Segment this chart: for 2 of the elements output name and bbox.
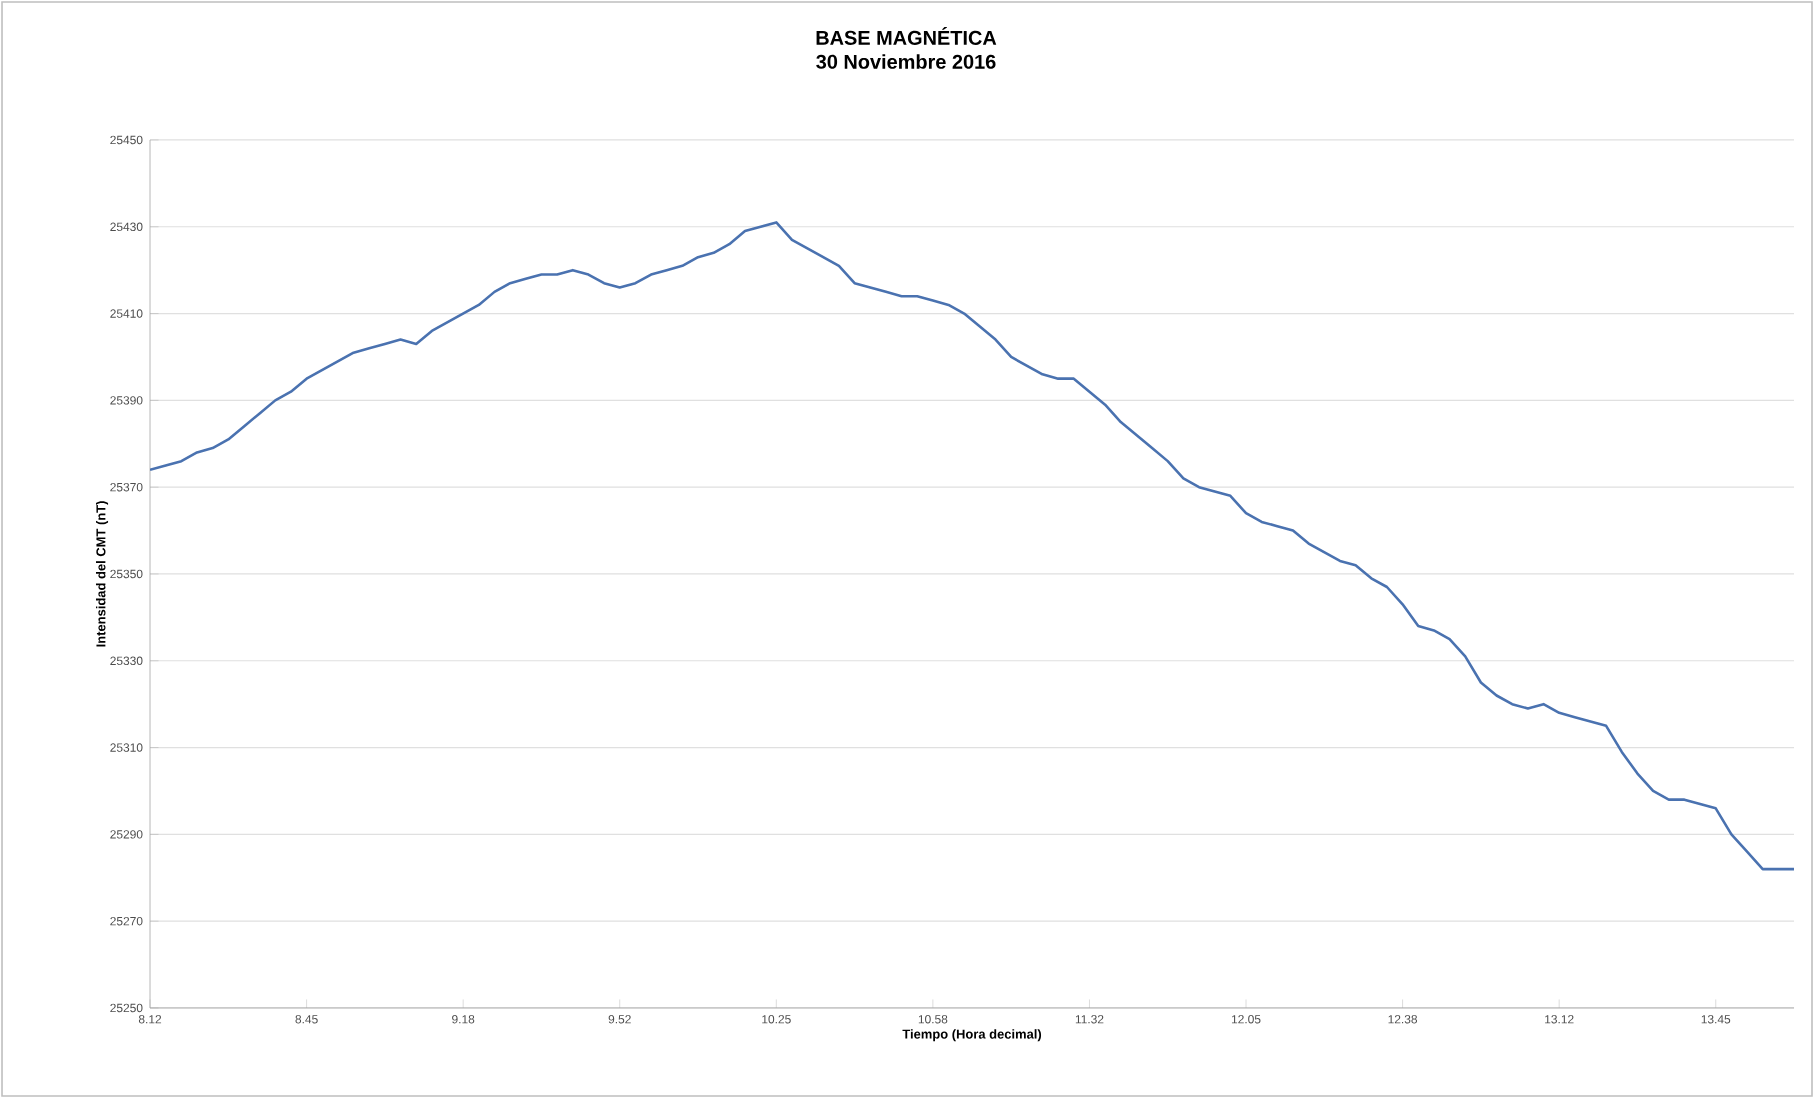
chart-title: BASE MAGNÉTICA <box>816 27 997 45</box>
chart-subtitle: 30 Noviembre 2016 <box>816 54 996 69</box>
